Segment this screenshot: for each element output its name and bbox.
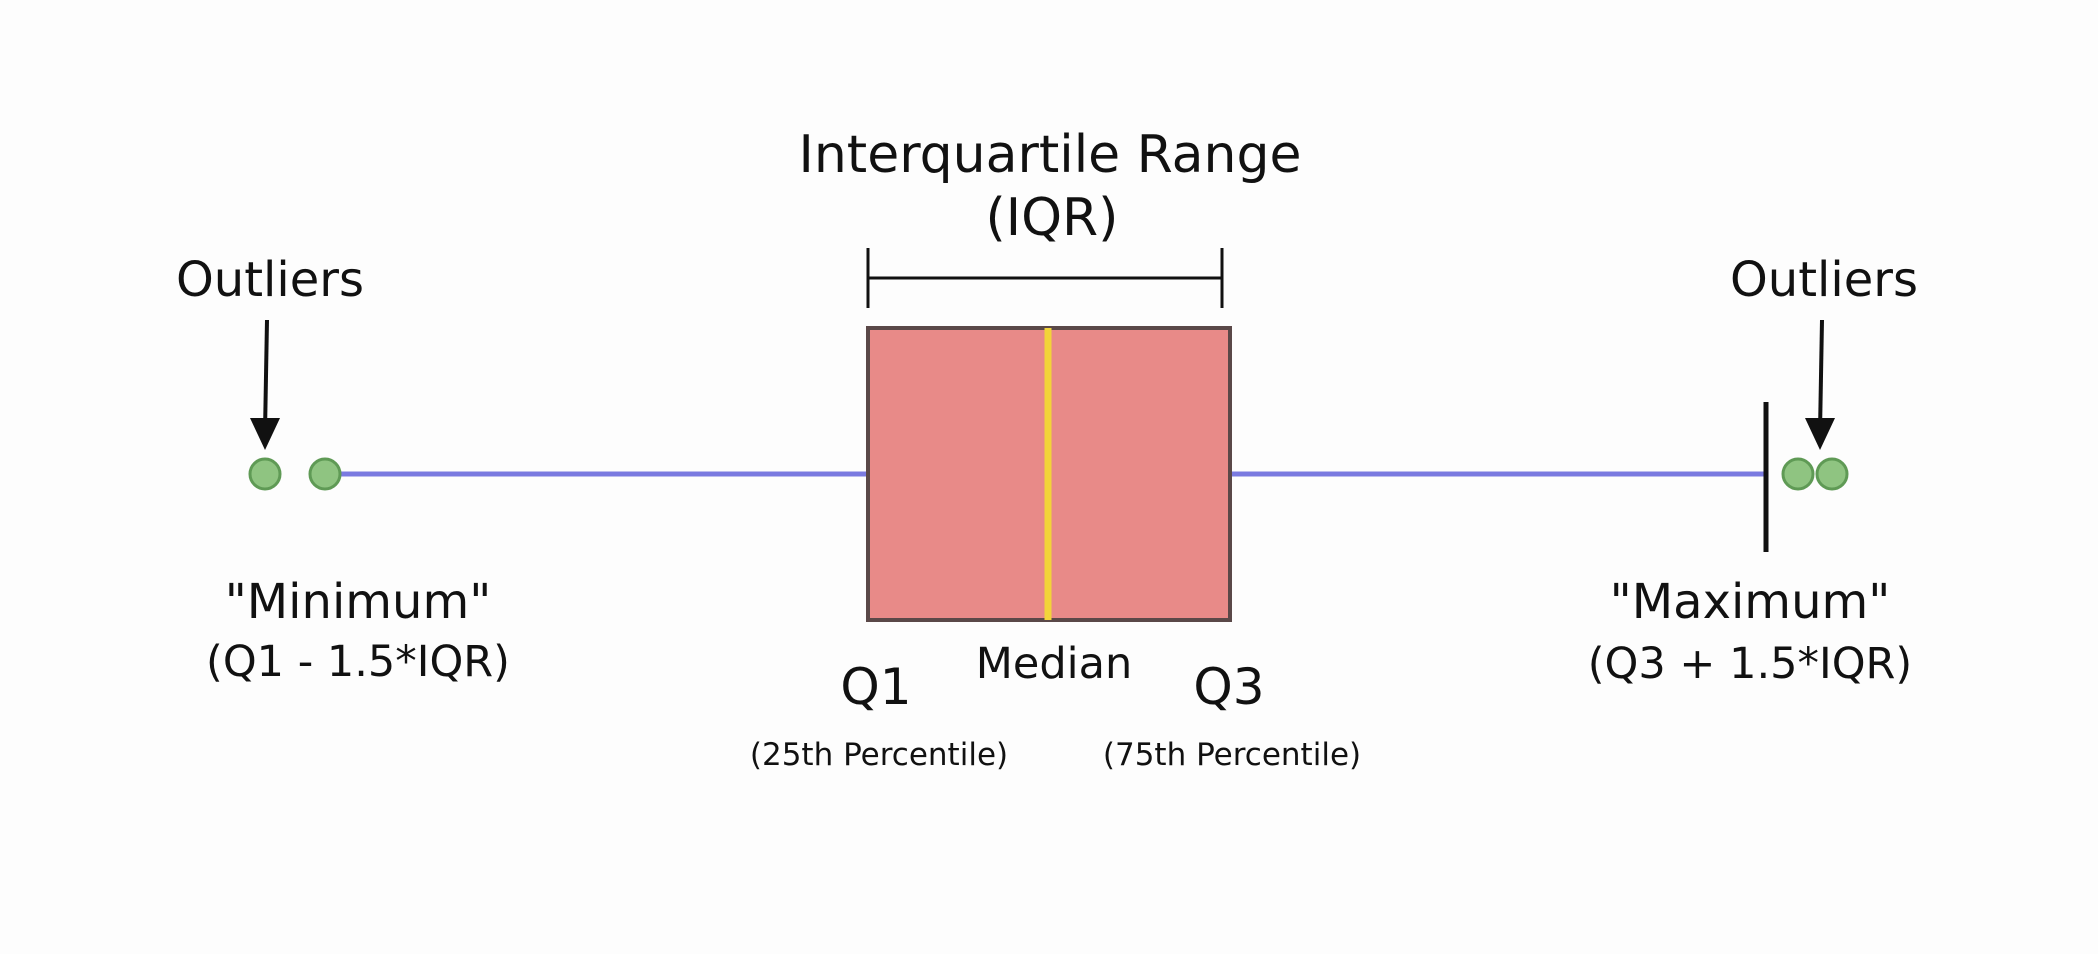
outlier-point-right-1 bbox=[1781, 457, 1815, 491]
outlier-point-left-2 bbox=[308, 457, 342, 491]
arrow-down-icon bbox=[1805, 319, 1835, 450]
maximum-formula: (Q3 + 1.5*IQR) bbox=[1588, 639, 1912, 689]
arrow-down-icon bbox=[250, 319, 280, 450]
outliers-right-label: Outliers bbox=[1730, 252, 1918, 308]
iqr-bracket bbox=[866, 248, 1224, 308]
q1-percentile-label: (25th Percentile) bbox=[750, 737, 1008, 773]
minimum-formula: (Q1 - 1.5*IQR) bbox=[206, 637, 510, 687]
iqr-title: Interquartile Range bbox=[799, 125, 1302, 185]
median-label: Median bbox=[976, 639, 1132, 689]
outlier-point-right-2 bbox=[1815, 457, 1849, 491]
q1-label: Q1 bbox=[840, 658, 911, 716]
iqr-abbrev: (IQR) bbox=[986, 188, 1119, 248]
maximum-label: "Maximum" bbox=[1610, 574, 1891, 630]
outlier-point-left-1 bbox=[248, 457, 282, 491]
q3-percentile-label: (75th Percentile) bbox=[1103, 737, 1361, 773]
outliers-left-label: Outliers bbox=[176, 252, 364, 308]
q3-label: Q3 bbox=[1193, 658, 1264, 716]
minimum-label: "Minimum" bbox=[225, 574, 492, 630]
